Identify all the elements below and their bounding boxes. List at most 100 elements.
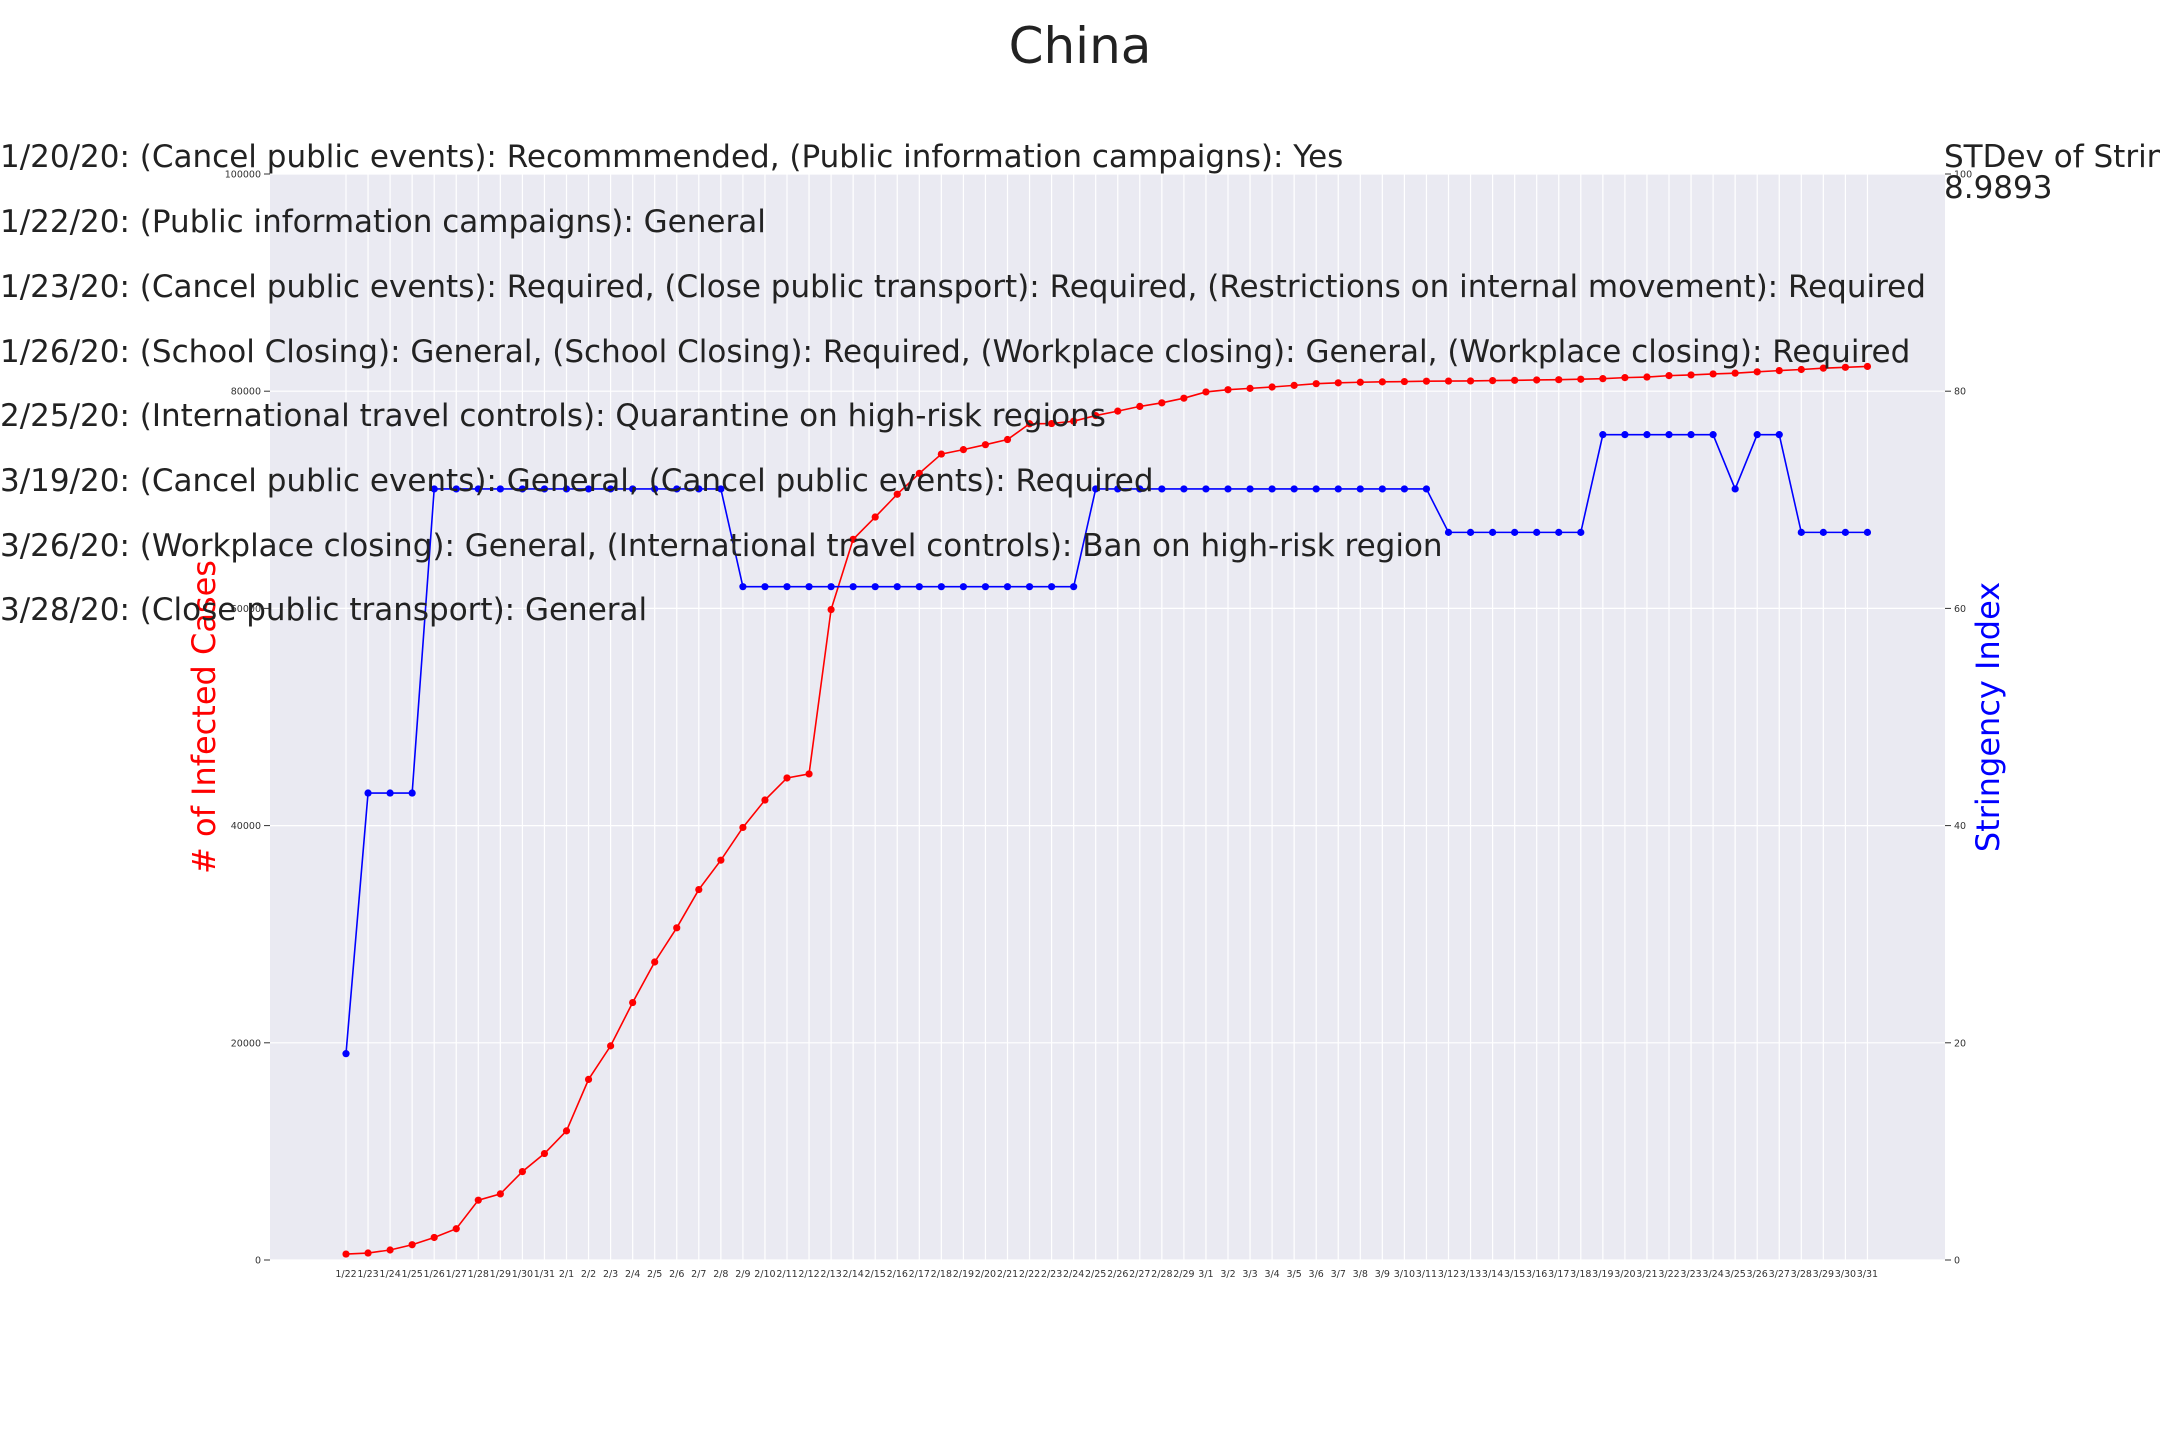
x-tick-label: 3/11 bbox=[1416, 1269, 1437, 1280]
infected-cases-point bbox=[1400, 377, 1408, 386]
x-tick-label: 1/23 bbox=[357, 1269, 378, 1280]
annotation: 3/28/20: (Close public transport): Gener… bbox=[0, 592, 647, 628]
stringency-point bbox=[695, 485, 703, 493]
y-tick-label-left: 60000 bbox=[231, 604, 261, 615]
y-tick-label-right: 20 bbox=[1954, 1038, 1966, 1049]
stringency-point bbox=[1290, 485, 1298, 493]
infected-cases-point bbox=[827, 605, 835, 614]
infected-cases-point bbox=[871, 513, 879, 521]
y-tick-label-right: 100 bbox=[1954, 170, 1972, 181]
infected-cases-point bbox=[959, 446, 968, 454]
stringency-point bbox=[1819, 528, 1827, 536]
stringency-point bbox=[1025, 583, 1034, 591]
x-tick-label: 3/4 bbox=[1264, 1269, 1279, 1280]
stringency-point bbox=[1070, 583, 1078, 591]
infected-cases-point bbox=[1621, 374, 1629, 382]
infected-cases-point bbox=[386, 1246, 394, 1254]
stringency-point bbox=[915, 583, 923, 591]
x-tick-label: 3/24 bbox=[1702, 1269, 1723, 1280]
infected-cases-point bbox=[1643, 373, 1651, 381]
infected-cases-point bbox=[1753, 368, 1761, 376]
stringency-point bbox=[805, 583, 813, 591]
stringency-line bbox=[345, 433, 1868, 1054]
stringency-point bbox=[342, 1050, 350, 1058]
stringency-point bbox=[1334, 485, 1342, 493]
infected-cases-point bbox=[893, 490, 901, 498]
y-tick-label-right: 80 bbox=[1954, 387, 1966, 398]
stringency-point bbox=[1753, 431, 1761, 439]
stringency-point bbox=[1400, 485, 1408, 493]
stringency-point bbox=[1356, 485, 1364, 493]
x-tick-label: 2/11 bbox=[776, 1269, 797, 1280]
stringency-point bbox=[849, 583, 857, 591]
x-tick-label: 1/28 bbox=[468, 1269, 489, 1280]
stringency-point bbox=[717, 485, 725, 493]
infected-cases-point bbox=[342, 1250, 350, 1258]
stringency-point bbox=[452, 485, 460, 493]
y-tick-label-left: 80000 bbox=[231, 387, 261, 398]
infected-cases-point bbox=[629, 998, 637, 1007]
y-tick-label-left: 20000 bbox=[231, 1038, 261, 1049]
infected-cases-point bbox=[717, 856, 725, 864]
stringency-point bbox=[584, 485, 593, 493]
x-tick-label: 2/12 bbox=[798, 1269, 819, 1280]
infected-cases-point bbox=[673, 924, 681, 932]
stringency-point bbox=[1621, 431, 1629, 439]
x-tick-label: 3/9 bbox=[1375, 1269, 1390, 1280]
x-tick-label: 3/5 bbox=[1287, 1269, 1302, 1280]
stringency-point bbox=[937, 583, 945, 591]
stringency-point bbox=[474, 485, 482, 493]
annotation: 1/23/20: (Cancel public events): Require… bbox=[0, 269, 1926, 305]
stringency-point bbox=[1555, 528, 1563, 536]
infected-cases-point bbox=[584, 1075, 593, 1083]
x-tick-label: 2/9 bbox=[735, 1269, 750, 1280]
stringency-point bbox=[1577, 528, 1585, 536]
x-tick-label: 3/14 bbox=[1482, 1269, 1503, 1280]
x-tick-label: 3/22 bbox=[1658, 1269, 1679, 1280]
stringency-point bbox=[739, 583, 747, 591]
infected-cases-point bbox=[651, 958, 659, 966]
infected-cases-point bbox=[1444, 377, 1453, 385]
infected-cases-point bbox=[1709, 370, 1717, 378]
stringency-point bbox=[1246, 485, 1254, 493]
stringency-point bbox=[673, 485, 681, 493]
stringency-point bbox=[1312, 485, 1320, 493]
infected-cases-point bbox=[1092, 411, 1100, 420]
x-tick-label: 2/15 bbox=[865, 1269, 886, 1280]
x-tick-label: 2/5 bbox=[647, 1269, 662, 1280]
gridlines bbox=[270, 173, 1945, 1261]
infected-cases-point bbox=[1268, 383, 1276, 391]
stringency-point bbox=[1533, 528, 1541, 536]
stringency-point bbox=[1003, 583, 1012, 591]
infected-cases-point bbox=[562, 1127, 571, 1135]
annotation: 3/26/20: (Workplace closing): General, (… bbox=[0, 528, 1443, 564]
stringency-point bbox=[1202, 485, 1210, 493]
infected-cases-point bbox=[496, 1190, 504, 1198]
x-tick-label: 2/3 bbox=[603, 1269, 618, 1280]
stringency-point bbox=[1224, 485, 1232, 493]
infected-cases-point bbox=[695, 885, 703, 894]
stringency-point bbox=[1158, 485, 1166, 493]
annotation: 1/26/20: (School Closing): General, (Sch… bbox=[0, 334, 1910, 370]
stringency-point bbox=[1797, 528, 1805, 536]
infected-cases-point bbox=[607, 1042, 615, 1050]
infected-cases-point bbox=[849, 535, 857, 543]
x-tick-label: 3/20 bbox=[1614, 1269, 1635, 1280]
annotation: 3/19/20: (Cancel public events): General… bbox=[0, 463, 1154, 499]
infected-cases-point bbox=[1246, 384, 1254, 392]
stringency-point bbox=[1841, 528, 1849, 536]
x-tick-label: 3/16 bbox=[1526, 1269, 1547, 1280]
infected-cases-point bbox=[937, 450, 945, 458]
infected-cases-line bbox=[345, 365, 1868, 1255]
x-tick-label: 1/30 bbox=[512, 1269, 533, 1280]
infected-cases-point bbox=[364, 1249, 372, 1257]
stringency-point bbox=[1092, 485, 1100, 493]
stringency-point bbox=[1687, 431, 1695, 439]
series-layer bbox=[342, 362, 1872, 1258]
stringency-point bbox=[1599, 431, 1607, 439]
annotation: 1/20/20: (Cancel public events): Recommm… bbox=[0, 139, 1343, 175]
stringency-point bbox=[893, 583, 901, 591]
x-tick-label: 2/8 bbox=[713, 1269, 728, 1280]
x-tick-label: 2/1 bbox=[559, 1269, 574, 1280]
